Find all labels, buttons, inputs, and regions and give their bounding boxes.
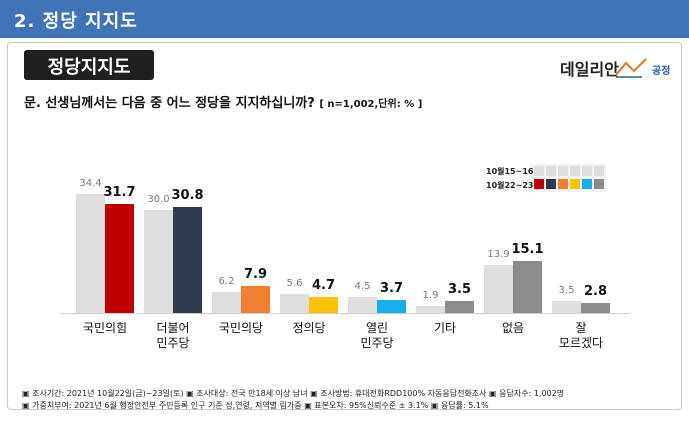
bar-curr-6	[513, 260, 542, 313]
legend-swatch-current-4	[582, 179, 592, 189]
logo-dailian: 데일리안	[560, 60, 619, 79]
bar-prev-7	[552, 300, 581, 313]
bar-prev-3	[280, 293, 309, 313]
bar-curr-7	[581, 303, 610, 313]
section-header-bar	[0, 0, 689, 38]
category-label-1: 더불어 민주당	[156, 321, 190, 350]
question-note: [ n=1,002,단위: % ]	[319, 99, 423, 110]
legend-swatch-previous-3	[570, 166, 580, 176]
bar-value-prev-7: 3.5	[558, 284, 575, 296]
legend-swatch-previous-0	[534, 166, 544, 176]
bar-value-prev-6: 13.9	[487, 249, 510, 261]
bar-curr-1	[173, 206, 202, 313]
category-label-2: 국민의당	[218, 321, 264, 335]
bar-prev-6	[484, 265, 513, 313]
bar-value-prev-3: 5.6	[286, 277, 303, 289]
logo-gongjeong-icon	[615, 58, 647, 78]
legend-swatch-current-5	[594, 179, 604, 189]
bar-value-curr-0: 31.7	[103, 184, 136, 200]
category-label-3: 정의당	[292, 321, 326, 335]
logo-gongjeong-text: 공정	[652, 66, 671, 77]
bar-curr-2	[241, 285, 270, 313]
legend-label-previous: 10월15~16일	[486, 167, 541, 176]
question-text: 문. 선생님께서는 다음 중 어느 정당을 지지하십니까?	[24, 96, 315, 111]
bar-prev-5	[416, 306, 445, 313]
bar-curr-4	[377, 300, 406, 313]
bar-value-prev-2: 6.2	[218, 275, 235, 287]
bar-value-prev-1: 30.0	[147, 193, 170, 205]
legend-swatch-previous-2	[558, 166, 568, 176]
bar-value-curr-2: 7.9	[243, 266, 268, 282]
bar-value-prev-5: 1.9	[422, 290, 439, 302]
section-title: 2. 정당 지지도	[14, 11, 138, 32]
legend-swatch-current-3	[570, 179, 580, 189]
survey-question: 문. 선생님께서는 다음 중 어느 정당을 지지하십니까? [ n=1,002,…	[24, 92, 422, 111]
bar-prev-4	[348, 297, 377, 313]
bar-prev-1	[144, 209, 173, 313]
category-label-4: 열린 민주당	[360, 321, 394, 350]
legend-swatch-current-1	[546, 179, 556, 189]
legend-swatch-previous-4	[582, 166, 592, 176]
legend-swatch-current-2	[558, 179, 568, 189]
category-label-5: 기타	[433, 321, 457, 335]
bar-value-curr-3: 4.7	[311, 277, 336, 293]
bar-prev-2	[212, 291, 241, 313]
legend-swatch-previous-5	[594, 166, 604, 176]
chart-title-box	[24, 50, 154, 80]
footer-line-1: ▣ 조사기간: 2021년 10월22일(금)~23일(토) ▣ 조사대상: 전…	[22, 389, 565, 398]
bar-value-curr-6: 15.1	[511, 241, 544, 257]
category-label-7: 잘 모르겠다	[558, 321, 604, 350]
bar-curr-0	[105, 203, 134, 313]
bar-prev-0	[76, 194, 105, 313]
category-label-6: 없음	[501, 321, 525, 335]
legend-swatch-previous-1	[546, 166, 556, 176]
bar-curr-5	[445, 300, 474, 313]
bar-curr-3	[309, 296, 338, 313]
bar-value-curr-7: 2.8	[583, 284, 608, 300]
category-label-0: 국민의힘	[82, 321, 128, 335]
footer-line-2: ▣ 가중치부여: 2021년 6월 행정안전부 주민등록 인구 기준 성,연령,…	[22, 401, 489, 410]
bar-value-prev-4: 4.5	[354, 281, 371, 293]
legend-swatch-current-0	[534, 179, 544, 189]
legend-label-current: 10월22~23일	[486, 181, 541, 190]
bar-value-curr-1: 30.8	[171, 187, 204, 203]
chart-title: 정당지지도	[47, 57, 131, 78]
bar-value-prev-0: 34.4	[79, 178, 102, 190]
bar-value-curr-4: 3.7	[379, 281, 404, 297]
chart-baseline	[60, 313, 630, 314]
bar-value-curr-5: 3.5	[447, 281, 472, 297]
